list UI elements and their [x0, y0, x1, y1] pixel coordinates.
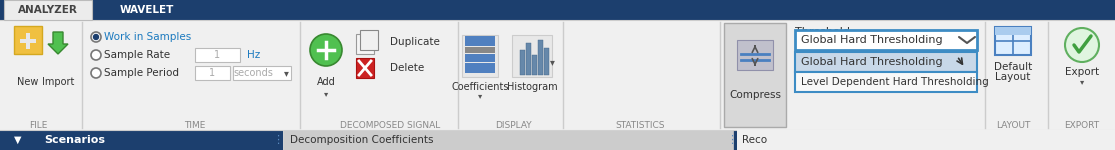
Text: Add: Add	[317, 77, 336, 87]
Text: Histogram: Histogram	[506, 82, 558, 92]
Bar	[20, 39, 36, 43]
Bar	[465, 63, 495, 73]
Text: Default: Default	[993, 62, 1032, 72]
Text: WAVELET: WAVELET	[119, 5, 174, 15]
Text: Global Hard Thresholding: Global Hard Thresholding	[801, 35, 942, 45]
Text: Work in Samples: Work in Samples	[104, 32, 192, 42]
Bar	[195, 66, 230, 80]
Text: 1: 1	[209, 68, 215, 78]
Text: ▾: ▾	[478, 92, 482, 100]
Bar	[724, 23, 786, 127]
Text: DISPLAY: DISPLAY	[495, 122, 532, 130]
Bar	[283, 130, 733, 150]
Circle shape	[91, 68, 101, 78]
Text: ▾: ▾	[323, 90, 328, 99]
Text: Import: Import	[42, 77, 75, 87]
Bar	[0, 20, 1115, 130]
Text: Duplicate: Duplicate	[390, 37, 440, 47]
Bar	[356, 58, 374, 78]
Text: seconds: seconds	[233, 68, 273, 78]
Text: ▾: ▾	[1079, 78, 1084, 87]
Bar	[0, 130, 1115, 150]
Text: FILE: FILE	[29, 122, 47, 130]
Text: STATISTICS: STATISTICS	[615, 122, 665, 130]
Bar	[995, 27, 1031, 55]
Text: Sample Rate: Sample Rate	[104, 50, 171, 60]
Bar	[0, 0, 1115, 20]
Text: Scenarios: Scenarios	[45, 135, 106, 145]
Bar	[26, 33, 30, 49]
Bar	[356, 34, 374, 54]
Text: ANALYZER: ANALYZER	[18, 5, 78, 15]
Bar	[462, 35, 498, 77]
Bar	[520, 50, 525, 75]
Bar	[526, 43, 531, 75]
Text: Layout: Layout	[996, 72, 1030, 82]
Text: ▾: ▾	[283, 68, 289, 78]
Bar	[795, 30, 977, 50]
Text: 1: 1	[214, 50, 220, 60]
Circle shape	[94, 34, 98, 39]
Text: New: New	[18, 77, 39, 87]
Bar	[544, 48, 549, 75]
Bar	[283, 130, 733, 150]
Bar	[465, 47, 495, 53]
Bar	[360, 30, 378, 50]
Text: Delete: Delete	[390, 63, 424, 73]
Text: Threshold: Threshold	[795, 27, 850, 37]
Text: ⋮: ⋮	[727, 135, 737, 145]
Bar	[512, 35, 552, 77]
Text: Level Dependent Hard Thresholding: Level Dependent Hard Thresholding	[801, 77, 989, 87]
Circle shape	[310, 34, 342, 66]
Circle shape	[91, 50, 101, 60]
Text: ▾: ▾	[550, 57, 554, 67]
Text: Sample Period: Sample Period	[104, 68, 180, 78]
Text: Compress: Compress	[729, 90, 780, 100]
Bar	[4, 0, 93, 20]
Text: EXPORT: EXPORT	[1065, 122, 1099, 130]
Text: Hz: Hz	[248, 50, 260, 60]
Bar	[532, 55, 537, 75]
FancyArrow shape	[48, 32, 68, 54]
Bar	[995, 27, 1031, 35]
Bar	[465, 36, 495, 46]
Bar	[795, 52, 977, 72]
Text: Reco: Reco	[741, 135, 767, 145]
Bar	[14, 26, 42, 54]
Bar	[195, 48, 240, 62]
Circle shape	[1065, 28, 1099, 62]
Circle shape	[91, 32, 101, 42]
Text: TIME: TIME	[184, 122, 205, 130]
Text: DECOMPOSED SIGNAL: DECOMPOSED SIGNAL	[340, 122, 440, 130]
Text: Global Hard Thresholding: Global Hard Thresholding	[801, 57, 942, 67]
Bar	[233, 66, 291, 80]
Bar	[737, 130, 1115, 150]
Bar	[737, 40, 773, 70]
Text: ⋮: ⋮	[272, 135, 283, 145]
Bar	[795, 72, 977, 92]
Bar	[465, 54, 495, 62]
Text: Coefficients: Coefficients	[452, 82, 508, 92]
Text: ▼: ▼	[14, 135, 22, 145]
Text: Decomposition Coefficients: Decomposition Coefficients	[290, 135, 434, 145]
Bar	[539, 40, 543, 75]
Text: Export: Export	[1065, 67, 1099, 77]
Text: LAYOUT: LAYOUT	[996, 122, 1030, 130]
